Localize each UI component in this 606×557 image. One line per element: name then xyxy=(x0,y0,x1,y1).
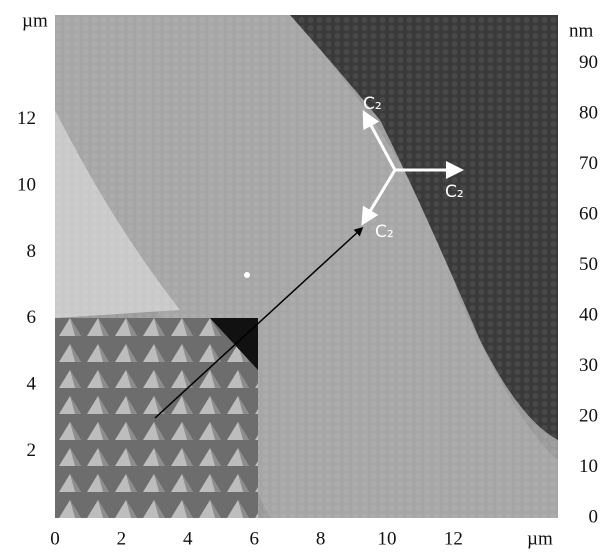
scale-tick-label: 90 xyxy=(579,52,598,73)
scale-tick-label: 30 xyxy=(579,355,598,376)
scale-tick-label: 70 xyxy=(579,153,598,174)
y-tick-label: 2 xyxy=(27,440,37,461)
y-tick-label: 8 xyxy=(27,241,37,262)
annotation: C₂ xyxy=(375,222,394,242)
x-unit: µm xyxy=(527,528,553,549)
scale-tick-label: 60 xyxy=(579,203,598,224)
y-tick-label: 4 xyxy=(27,374,37,395)
x-tick-label: 12 xyxy=(444,528,463,549)
annotation: C₂ xyxy=(445,182,464,202)
x-tick-label: 8 xyxy=(316,528,326,549)
scale-tick-label: 10 xyxy=(579,456,598,477)
afm-image xyxy=(55,15,558,518)
y-tick-label: 6 xyxy=(27,307,37,328)
y-tick-label: 10 xyxy=(17,174,36,195)
x-tick-label: 0 xyxy=(50,528,60,549)
scale-tick-label: 80 xyxy=(579,102,598,123)
page: C₂ C₂ C₂ µm µm nm 0 2 4 6 8 10 12 2 4 6 8 10 12 0 10 20… xyxy=(0,0,606,557)
annotation: C₂ xyxy=(363,94,382,114)
figure: C₂ C₂ C₂ µm µm nm 0 2 4 6 8 10 12 2 4 6 8 10 12 0 10 20… xyxy=(0,0,606,552)
y-unit: µm xyxy=(22,10,48,31)
x-tick-label: 2 xyxy=(117,528,127,549)
scale-tick-label: 0 xyxy=(589,506,599,527)
scale-tick-label: 40 xyxy=(579,304,598,325)
scale-unit: nm xyxy=(569,20,594,41)
scale-tick-label: 20 xyxy=(579,405,598,426)
y-tick-label: 12 xyxy=(17,108,36,129)
x-tick-label: 10 xyxy=(378,528,397,549)
scale-tick-label: 50 xyxy=(579,254,598,275)
x-tick-label: 6 xyxy=(249,528,259,549)
x-tick-label: 4 xyxy=(183,528,193,549)
